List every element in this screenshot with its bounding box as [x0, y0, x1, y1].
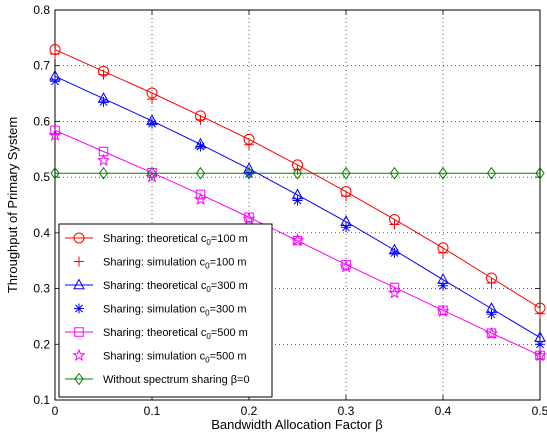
data-point — [50, 49, 60, 60]
x-tick-label: 0 — [52, 404, 59, 418]
y-tick-label: 0.8 — [33, 3, 50, 17]
data-point — [193, 192, 208, 206]
legend-entry: Sharing: simulation c0=100 m — [74, 256, 247, 271]
x-tick-label: 0.3 — [338, 404, 355, 418]
x-axis-label: Bandwidth Allocation Factor β — [211, 417, 383, 432]
data-point — [244, 166, 254, 180]
data-point — [535, 308, 545, 319]
data-point — [147, 166, 157, 180]
data-point — [486, 166, 497, 180]
x-tick-label: 0.4 — [435, 404, 452, 418]
data-point — [438, 166, 448, 180]
data-point — [98, 166, 109, 180]
axes: 0 0.1 0.2 0.3 0.4 0.50.10.20.30.40.50.60.70.8 — [33, 3, 547, 418]
data-point — [535, 166, 545, 180]
legend-entry: Sharing: theoretical c0=300 m — [65, 278, 248, 294]
series-4 — [50, 76, 545, 350]
data-point — [389, 166, 400, 180]
marker-triangle — [73, 278, 85, 290]
y-tick-label: 0.7 — [33, 59, 50, 73]
legend-label: Sharing: theoretical c0=100 m — [103, 233, 248, 247]
data-point — [244, 139, 254, 150]
y-tick-label: 0.2 — [33, 337, 50, 351]
series-7 — [50, 166, 545, 180]
x-tick-label: 0.1 — [144, 404, 161, 418]
data-point — [98, 96, 109, 107]
legend-label: Sharing: theoretical c0=500 m — [103, 327, 248, 341]
data-point — [438, 280, 448, 291]
data-point — [389, 219, 400, 230]
data-point — [292, 166, 303, 180]
data-point — [387, 286, 402, 299]
legend-box — [58, 223, 273, 398]
marker-circle — [73, 232, 85, 244]
data-point — [438, 247, 448, 258]
y-tick-label: 0.4 — [33, 226, 50, 240]
legend-entry: Sharing: theoretical c0=500 m — [65, 327, 248, 341]
data-point — [535, 339, 545, 350]
data-point — [147, 94, 157, 105]
legend-label: Sharing: simulation c0=300 m — [103, 304, 247, 318]
series-line — [54, 75, 541, 339]
data-point — [195, 114, 206, 125]
marker-square — [74, 327, 84, 337]
x-tick-label: 0.5 — [532, 404, 547, 418]
data-point — [389, 247, 400, 258]
plot-frame — [54, 9, 541, 401]
legend-label: Sharing: simulation c0=100 m — [103, 257, 247, 271]
y-axis-label: Throughput of Primary System — [5, 117, 20, 293]
data-point — [436, 304, 450, 318]
data-point — [486, 278, 497, 288]
legend-label: Sharing: simulation c0=500 m — [103, 351, 247, 365]
y-tick-label: 0.5 — [33, 170, 50, 184]
data-point — [533, 348, 547, 362]
legend-entry: Sharing: simulation c0=300 m — [74, 303, 247, 318]
y-tick-label: 0.1 — [33, 393, 50, 407]
data-point — [341, 191, 351, 202]
series-line — [54, 49, 541, 309]
legend-label: Sharing: theoretical c0=300 m — [103, 280, 248, 294]
data-point — [341, 222, 351, 233]
data-point — [50, 76, 60, 87]
data-point — [292, 195, 303, 206]
legend-label: Without spectrum sharing β=0 — [103, 374, 250, 386]
data-point — [339, 259, 353, 273]
data-point — [147, 118, 157, 129]
legend: Sharing: theoretical c0=100 m Sharing: si… — [58, 223, 273, 398]
data-point — [98, 69, 109, 80]
data-point — [389, 282, 400, 293]
series-layer — [48, 44, 547, 362]
legend-entry: Without spectrum sharing β=0 — [65, 372, 250, 386]
legend-entry: Sharing: theoretical c0=100 m — [65, 232, 248, 247]
x-tick-label: 0.2 — [241, 404, 258, 418]
y-tick-label: 0.3 — [33, 282, 50, 296]
data-point — [50, 166, 60, 180]
data-point — [242, 211, 256, 225]
legend-entry: Sharing: simulation c0=500 m — [72, 348, 247, 365]
data-point — [96, 153, 111, 167]
y-tick-label: 0.6 — [33, 114, 50, 128]
series-line — [54, 129, 541, 356]
marker-star — [72, 348, 86, 362]
data-point — [195, 189, 206, 200]
data-point — [341, 166, 351, 180]
data-point — [484, 326, 499, 340]
marker-diamond — [74, 372, 84, 386]
data-point — [486, 309, 497, 320]
series-2 — [50, 49, 545, 319]
data-point — [50, 125, 60, 136]
marker-asterisk — [74, 303, 84, 314]
data-point — [195, 166, 206, 180]
data-point — [195, 141, 206, 152]
data-point — [48, 128, 62, 142]
data-point — [292, 235, 303, 246]
data-point — [290, 233, 305, 246]
marker-plus — [74, 256, 84, 267]
